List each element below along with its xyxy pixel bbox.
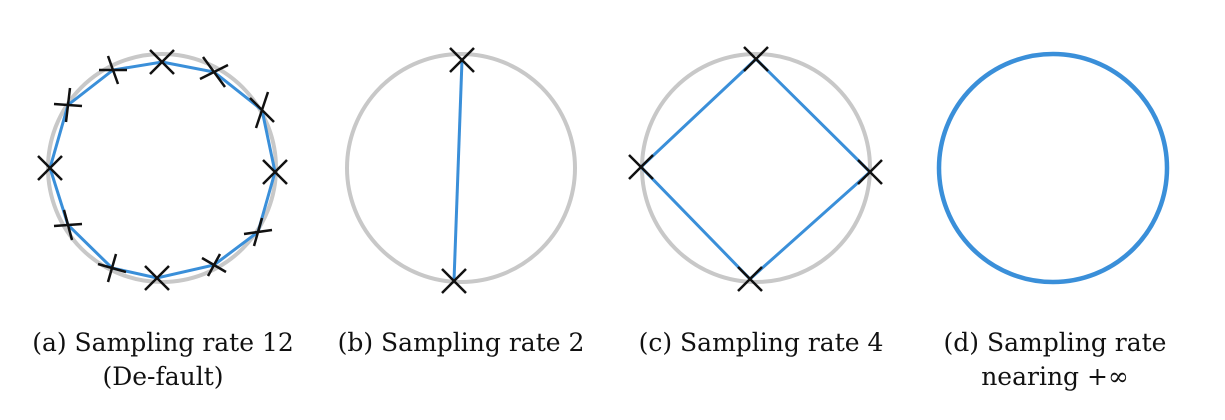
caption-c: (c) Sampling rate 4 <box>638 328 884 357</box>
sampled-circle <box>936 51 1170 285</box>
sample-marker <box>99 55 127 85</box>
reference-circle <box>345 52 577 284</box>
panel-d-diagram <box>936 51 1170 285</box>
sample-markers <box>441 47 475 294</box>
sample-marker <box>441 268 467 294</box>
sample-marker <box>149 49 175 75</box>
sampling-figure <box>37 46 1170 294</box>
sample-marker <box>628 154 654 180</box>
sample-marker <box>201 253 227 277</box>
sample-markers <box>628 46 883 292</box>
sample-marker <box>243 217 273 247</box>
sample-marker <box>37 155 63 181</box>
sample-marker <box>262 159 288 185</box>
panel-c-diagram <box>628 46 883 292</box>
sample-marker <box>857 159 883 185</box>
panel-b-diagram <box>345 47 577 294</box>
reference-circle <box>640 52 872 284</box>
sample-marker <box>449 47 475 73</box>
caption-a: (a) Sampling rate 12 (De-fault) <box>32 328 294 391</box>
sample-marker <box>737 266 763 292</box>
sample-marker <box>249 91 275 129</box>
reference-circle <box>46 52 278 284</box>
sample-marker <box>53 209 83 241</box>
sample-marker <box>53 87 83 123</box>
sample-marker <box>199 56 229 88</box>
sample-marker <box>144 265 170 291</box>
sampled-segment <box>452 59 464 282</box>
sample-markers <box>37 49 288 291</box>
caption-d: (d) Sampling rate nearing +∞ <box>943 328 1167 391</box>
sample-marker <box>97 253 127 283</box>
sample-marker <box>743 46 769 72</box>
caption-b: (b) Sampling rate 2 <box>337 328 585 357</box>
panel-a-diagram <box>37 49 288 291</box>
sampled-polygon <box>48 60 277 280</box>
